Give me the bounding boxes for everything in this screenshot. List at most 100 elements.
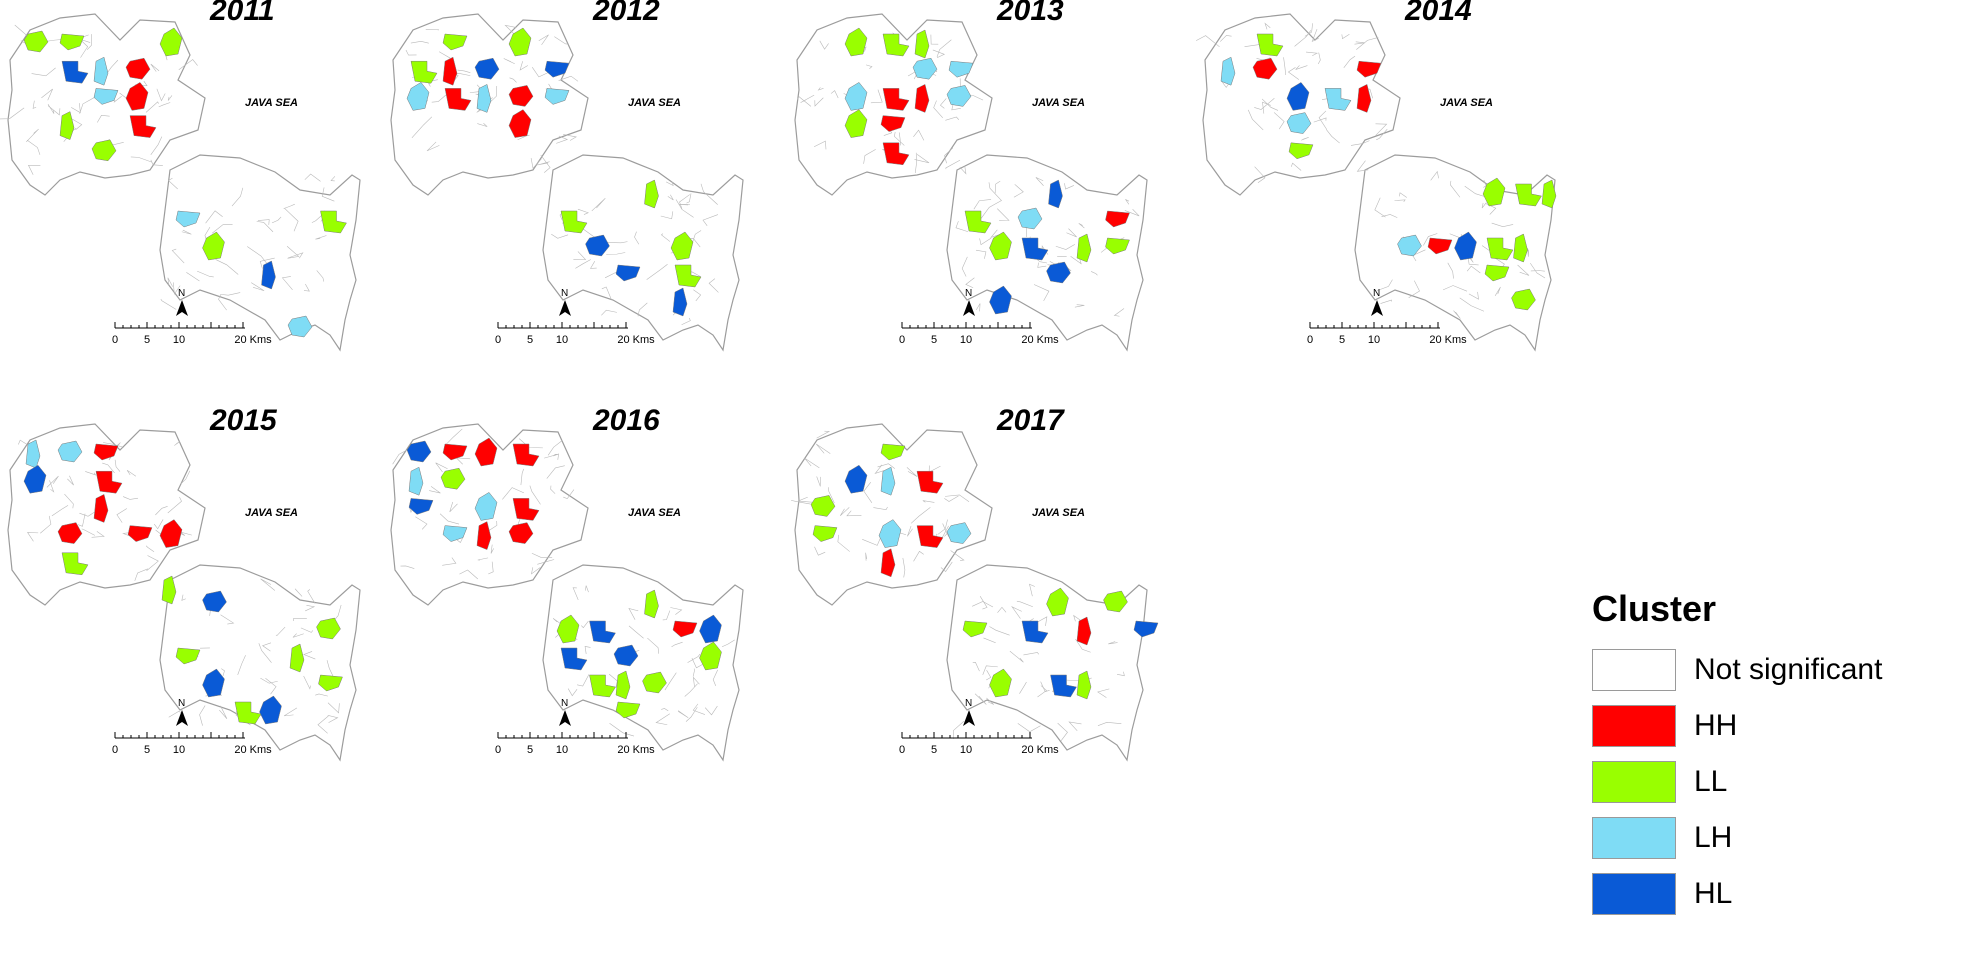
cluster-ll [1256, 33, 1284, 57]
cluster-hh [442, 56, 458, 86]
cluster-ll [914, 29, 930, 59]
legend-label: HL [1694, 877, 1733, 910]
cluster-hh [125, 57, 151, 80]
map-2011 [0, 13, 361, 352]
cluster-ll [989, 668, 1012, 698]
cluster-lh [844, 82, 868, 111]
map-2015 [7, 423, 361, 762]
cluster-hh [1427, 237, 1453, 255]
cluster-hh [914, 84, 930, 113]
north-arrow-icon [559, 300, 571, 316]
sea-label: JAVA SEA [245, 507, 298, 519]
panel-year-title: 2013 [997, 0, 1064, 27]
cluster-ll [289, 643, 305, 673]
cluster-lh [1017, 207, 1043, 230]
scale-tick-label: 20 Kms [1021, 744, 1059, 756]
cluster-hl [202, 668, 225, 698]
cluster-hl [408, 498, 434, 515]
scale-tick-label: 20 Kms [1021, 334, 1059, 346]
cluster-hl [560, 647, 588, 671]
region-se-outline [542, 564, 744, 762]
legend-label: Not significant [1694, 653, 1883, 686]
legend-swatch-lh [1592, 817, 1676, 859]
map-2012 [390, 13, 744, 352]
cluster-ll [91, 139, 117, 162]
cluster-hh [1356, 84, 1372, 113]
cluster-hl [1021, 237, 1049, 261]
cluster-hl [672, 287, 688, 317]
cluster-hl [1021, 620, 1049, 644]
legend-label: LH [1694, 821, 1733, 854]
scale-tick-label: 5 [930, 334, 938, 346]
map-panel-2017: 2017 JAVA SEA N 0 5 10 20 Kms [787, 404, 1257, 880]
cluster-ll [989, 231, 1012, 261]
cluster-hl [61, 60, 89, 84]
cluster-ll [410, 60, 438, 84]
cluster-hh [125, 82, 149, 111]
cluster-ll [1076, 233, 1092, 263]
region-se-outline [946, 564, 1148, 762]
cluster-ll [316, 617, 341, 640]
north-arrow-icon [176, 300, 188, 316]
cluster-hh [1252, 57, 1278, 80]
panel-year-title: 2017 [997, 404, 1064, 437]
cluster-hh [916, 470, 944, 494]
cluster-ll [674, 264, 702, 288]
cluster-ll [844, 109, 868, 138]
scale-tick-label: 10 [959, 744, 973, 756]
cluster-hh [127, 525, 153, 542]
cluster-ll [59, 111, 75, 140]
map-panel-2015: 2015 JAVA SEA N 0 5 10 20 Kms [0, 404, 470, 880]
cluster-ll [644, 589, 659, 619]
cluster-hh [508, 85, 534, 107]
scale-bar [497, 322, 628, 329]
scale-bar [1309, 322, 1440, 329]
scale-tick-label: 0 [494, 744, 502, 756]
scale-bar [901, 322, 1032, 329]
cluster-hl [1050, 674, 1077, 698]
sea-label: JAVA SEA [1032, 507, 1085, 519]
north-arrow-icon [963, 710, 975, 726]
map-panel-2011: 2011 JAVA SEA N 0 5 10 20 Kms [0, 0, 470, 470]
cluster-ll [1046, 587, 1069, 617]
cluster-hh [880, 115, 906, 132]
cluster-hl [1046, 261, 1071, 284]
scale-bar [114, 322, 245, 329]
cluster-hl [989, 285, 1012, 315]
legend-label: HH [1694, 709, 1738, 742]
map-2013 [794, 13, 1148, 352]
panel-year-title: 2014 [1405, 0, 1472, 27]
cluster-lh [25, 439, 41, 469]
scale-tick-label: 0 [898, 744, 906, 756]
cluster-ll [615, 670, 631, 700]
north-label: N [178, 698, 186, 709]
cluster-ll [161, 575, 177, 605]
cluster-hh [1356, 60, 1382, 78]
region-nw-outline [7, 13, 206, 196]
cluster-ll [1486, 237, 1514, 261]
cluster-ll [556, 614, 580, 644]
cluster-lh [406, 82, 430, 111]
scale-tick-label: 5 [526, 334, 534, 346]
cluster-ll [699, 641, 722, 671]
panel-year-title: 2012 [593, 0, 660, 27]
scale-tick-label: 0 [111, 744, 119, 756]
cluster-lh [878, 519, 902, 548]
cluster-hh [880, 548, 896, 578]
cluster-ll [964, 210, 992, 234]
north-arrow-icon [963, 300, 975, 316]
cluster-hh [93, 494, 109, 523]
cluster-ll [320, 210, 347, 234]
cluster-hh [882, 142, 910, 166]
legend-item-lh: LH [1592, 810, 1932, 866]
north-label: N [965, 698, 973, 709]
sea-label: JAVA SEA [628, 507, 681, 519]
cluster-lh [1397, 234, 1422, 257]
legend-swatch-hl [1592, 873, 1676, 915]
map-2014 [1196, 13, 1557, 352]
legend-swatch-hh [1592, 705, 1676, 747]
cluster-ll [175, 647, 201, 665]
cluster-hh [474, 437, 498, 467]
cluster-hh [512, 443, 540, 467]
scale-tick-label: 10 [555, 334, 569, 346]
